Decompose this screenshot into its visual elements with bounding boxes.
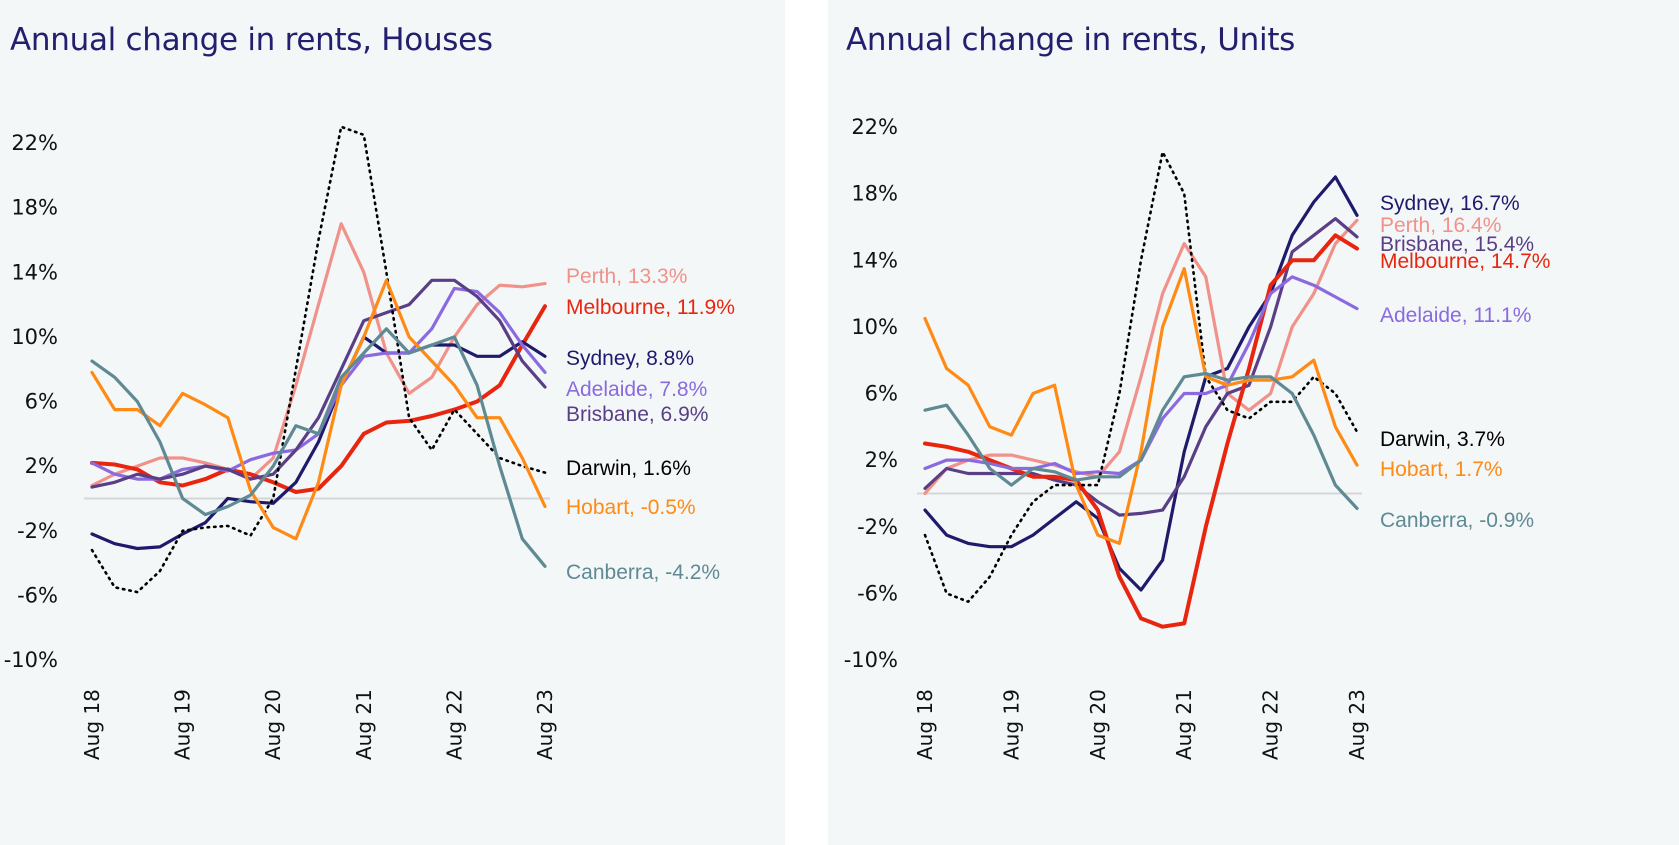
chart-title: Annual change in rents, Units (846, 22, 1296, 58)
y-tick-label: 18% (11, 196, 58, 220)
y-tick-label: 14% (851, 248, 898, 272)
houses-chart-panel: Annual change in rents, Houses 22% 18% 14%… (0, 0, 785, 845)
series-line-canberra (90, 327, 547, 568)
y-tick-label: 22% (11, 131, 58, 155)
x-tick-label: Aug 20 (261, 689, 285, 760)
units-chart-panel: Annual change in rents, Units 22% 18% 14% 1… (828, 0, 1679, 845)
y-tick-label: 10% (11, 325, 58, 349)
y-tick-label: 10% (851, 315, 898, 339)
y-tick-label: -2% (17, 519, 58, 543)
x-tick-label: Aug 22 (1259, 689, 1283, 760)
series-label-hobart: Hobart, -0.5% (566, 496, 696, 519)
series-line-darwin (90, 125, 547, 594)
series-label-brisbane: Brisbane, 15.4% (1380, 233, 1534, 256)
series-line-darwin (923, 150, 1359, 603)
series-label-melbourne: Melbourne, 11.9% (566, 296, 735, 319)
x-tick-label: Aug 18 (80, 689, 104, 760)
series-label-hobart: Hobart, 1.7% (1380, 458, 1503, 481)
y-tick-label: -10% (4, 648, 58, 672)
series-label-perth: Perth, 16.4% (1380, 214, 1501, 237)
y-tick-label: -10% (844, 648, 898, 672)
y-tick-label: 2% (25, 454, 58, 478)
y-tick-label: 22% (851, 115, 898, 139)
x-tick-label: Aug 23 (533, 689, 557, 760)
houses-chart: 22% 18% 14% 10% 6% 2% -2% -6% -10% Aug 18 Aug 19 Au… (4, 125, 735, 760)
y-tick-label: 6% (865, 382, 898, 406)
series-label-canberra: Canberra, -0.9% (1380, 509, 1534, 532)
x-tick-label: Aug 18 (913, 689, 937, 760)
series-label-sydney: Sydney, 16.7% (1380, 192, 1520, 215)
y-tick-label: -6% (17, 583, 58, 607)
series-line-canberra (923, 371, 1359, 510)
series-line-melbourne (90, 304, 547, 494)
series-label-adelaide: Adelaide, 11.1% (1380, 304, 1531, 327)
series-label-canberra: Canberra, -4.2% (566, 561, 720, 584)
series-label-melbourne: Melbourne, 14.7% (1380, 250, 1550, 273)
series-label-sydney: Sydney, 8.8% (566, 347, 694, 370)
series-line-sydney (923, 175, 1359, 592)
y-tick-label: -6% (857, 581, 898, 605)
series-line-hobart (923, 267, 1359, 545)
series-label-darwin: Darwin, 1.6% (566, 457, 691, 480)
y-tick-label: 6% (25, 390, 58, 414)
chart-title: Annual change in rents, Houses (10, 22, 493, 58)
x-tick-label: Aug 21 (1172, 689, 1196, 760)
y-tick-label: -2% (857, 515, 898, 539)
x-tick-label: Aug 20 (1086, 689, 1110, 760)
series-label-darwin: Darwin, 3.7% (1380, 428, 1505, 451)
series-line-melbourne (923, 233, 1359, 629)
y-tick-label: 18% (851, 182, 898, 206)
x-tick-label: Aug 19 (999, 689, 1023, 760)
x-tick-label: Aug 22 (442, 689, 466, 760)
series-label-perth: Perth, 13.3% (566, 265, 687, 288)
x-tick-label: Aug 19 (171, 689, 195, 760)
series-label-adelaide: Adelaide, 7.8% (566, 378, 707, 401)
y-tick-label: 2% (865, 448, 898, 472)
x-tick-label: Aug 23 (1345, 689, 1369, 760)
series-line-sydney (90, 335, 547, 551)
series-line-perth (923, 218, 1359, 495)
series-line-brisbane (90, 278, 547, 489)
y-tick-label: 14% (11, 260, 58, 284)
series-line-hobart (90, 278, 547, 541)
series-label-brisbane: Brisbane, 6.9% (566, 403, 708, 426)
units-chart: 22% 18% 14% 10% 6% 2% -2% -6% -10% Aug 18 Aug 19 Au… (844, 115, 1551, 760)
x-tick-label: Aug 21 (352, 689, 376, 760)
